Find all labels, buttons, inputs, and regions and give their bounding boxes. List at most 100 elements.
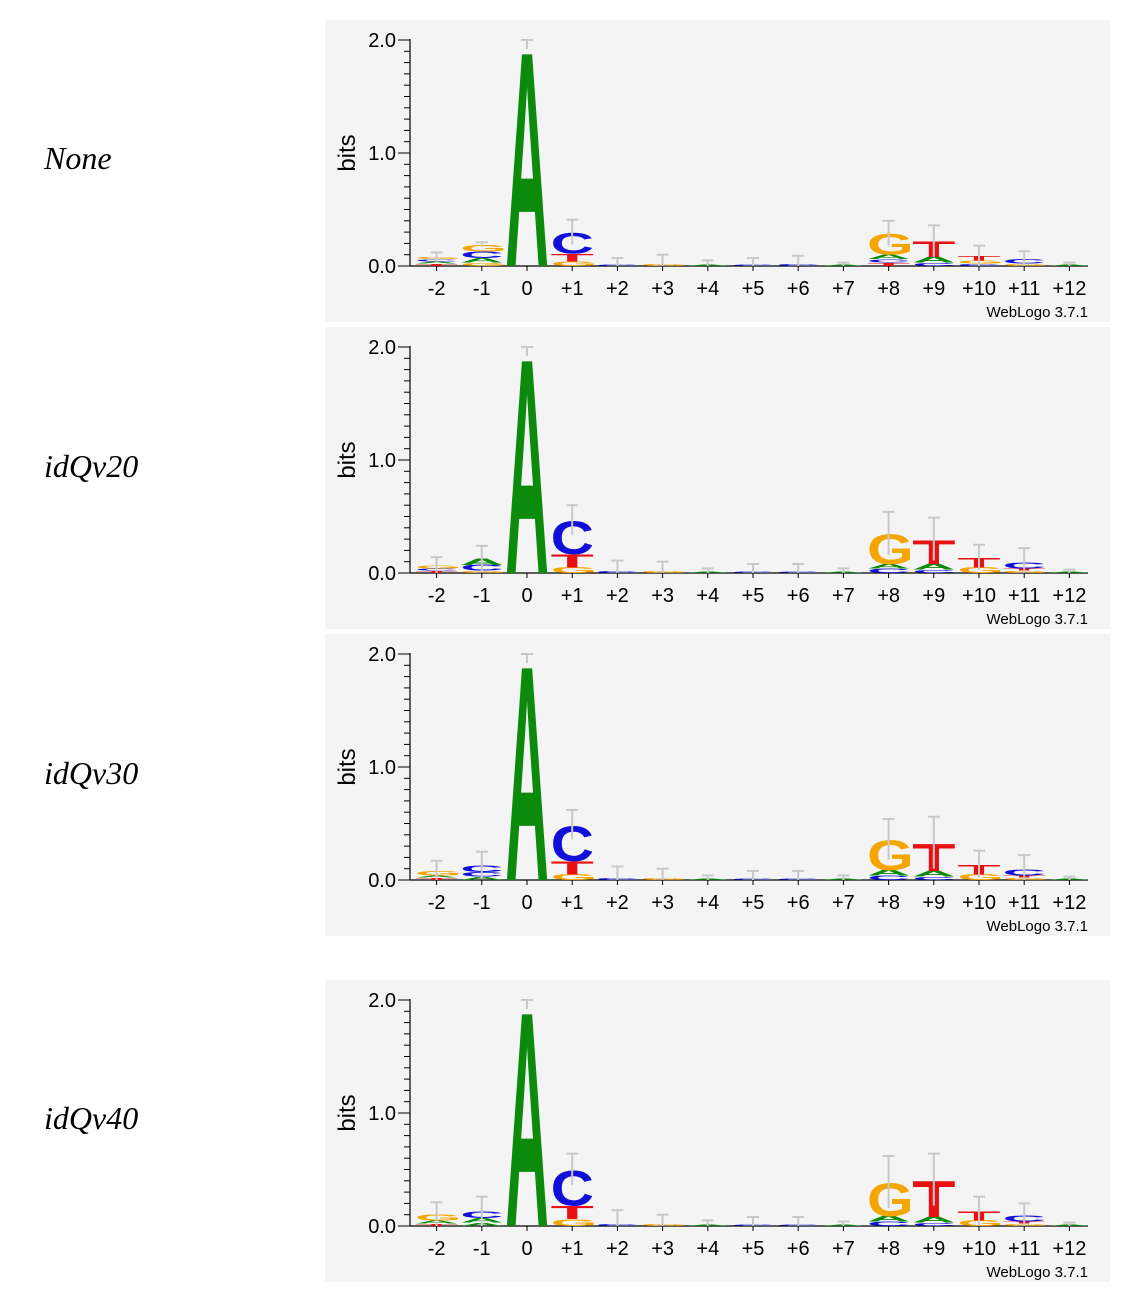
logo-letter-A: A: [505, 980, 548, 1282]
y-tick-label: 0.0: [368, 563, 396, 585]
logo-stack: GC: [1003, 258, 1050, 267]
logo-letter-G: G: [957, 566, 1004, 575]
logo-stack: GTC: [551, 227, 598, 267]
x-tick-label: -2: [428, 1238, 446, 1260]
x-tick-label: +1: [561, 585, 584, 607]
logo-stack: CGT: [957, 255, 1004, 267]
weblogo-credit: WebLogo 3.7.1: [987, 304, 1088, 321]
logo-letter-A: A: [867, 254, 910, 261]
logo-letter-G: G: [460, 570, 507, 573]
logo-letter-C: C: [867, 874, 910, 881]
weblogo-credit: WebLogo 3.7.1: [987, 611, 1088, 628]
x-tick-label: +9: [922, 892, 945, 914]
logo-letter-A: A: [505, 327, 548, 629]
logo-letter-G: G: [551, 873, 598, 882]
logo-stack: G: [641, 570, 688, 573]
logo-letter-G: G: [957, 1219, 1004, 1228]
logo-letter-C: C: [460, 250, 503, 261]
x-tick-label: -2: [428, 892, 446, 914]
x-tick-label: 0: [521, 892, 532, 914]
logo-letter-A: A: [867, 563, 910, 570]
x-tick-label: +3: [651, 1238, 674, 1260]
x-tick-label: +12: [1052, 585, 1086, 607]
logo-stack: A: [505, 20, 548, 322]
logo-letter-G: G: [415, 870, 462, 877]
row-label-idqv30: idQv30: [44, 755, 139, 791]
logo-stack: CAT: [912, 238, 955, 267]
x-tick-label: +9: [922, 278, 945, 300]
logo-letter-C: C: [867, 1220, 910, 1227]
logo-svg: 2.01.00.0bitsTACG-2GACG-1A0GTC+1C+2G+3A+…: [325, 20, 1110, 322]
logo-letter-G: G: [415, 564, 462, 569]
y-tick-label: 2.0: [368, 644, 396, 666]
x-tick-label: +4: [696, 892, 719, 914]
logo-panel-idqv40: 2.01.00.0bitsTAG-2AAC-1A0GTC+1C+2G+3A+4C…: [325, 980, 1110, 1282]
logo-letter-A: A: [415, 261, 458, 264]
logo-stack: A: [505, 327, 548, 629]
logo-stack: GTC: [1003, 869, 1050, 881]
x-tick-label: 0: [521, 1238, 532, 1260]
x-tick-label: +10: [962, 1238, 996, 1260]
x-tick-label: +4: [696, 278, 719, 300]
logo-stack: CAG: [867, 832, 914, 881]
logo-letter-G: G: [1003, 263, 1050, 266]
y-tick-label: 0.0: [368, 1216, 396, 1238]
logo-stack: GT: [957, 555, 1004, 575]
logo-letter-G: G: [551, 566, 598, 575]
logo-letter-G: G: [867, 228, 914, 261]
logo-stack: TACG: [415, 256, 462, 266]
weblogo-credit: WebLogo 3.7.1: [987, 1264, 1088, 1281]
logo-letter-C: C: [912, 569, 955, 574]
logo-stack: GTC: [551, 1160, 598, 1228]
y-axis-label: bits: [334, 441, 361, 478]
logo-panel-idqv20: 2.01.00.0bitsTCG-2GCA-1A0GTC+1C+2G+3A+4C…: [325, 327, 1110, 629]
x-tick-label: 0: [521, 585, 532, 607]
x-tick-label: +9: [922, 1238, 945, 1260]
logo-letter-T: T: [551, 252, 594, 264]
logo-letter-G: G: [1003, 877, 1050, 880]
logo-letter-A: A: [505, 634, 548, 936]
plot-background: [325, 20, 1110, 322]
plot-background: [325, 634, 1110, 936]
logo-stack: TAG: [415, 1213, 462, 1226]
logo-letter-T: T: [551, 857, 595, 878]
logo-letter-C: C: [912, 1222, 955, 1227]
x-tick-label: +7: [832, 892, 855, 914]
logo-svg: 2.01.00.0bitsTAG-2ACC-1A0GTC+1C+2G+3A+4C…: [325, 634, 1110, 936]
x-tick-label: +6: [787, 1238, 810, 1260]
logo-stack: GCA: [460, 557, 507, 574]
y-tick-label: 1.0: [368, 143, 396, 165]
y-axis-label: bits: [334, 748, 361, 785]
logo-letter-A: A: [912, 563, 955, 572]
logo-stack: GT: [957, 862, 1004, 882]
x-tick-label: +7: [832, 585, 855, 607]
logo-stack: TAG: [415, 870, 462, 881]
x-tick-label: +5: [742, 1238, 765, 1260]
logo-letter-G: G: [1003, 570, 1050, 573]
logo-letter-A: A: [912, 256, 955, 265]
x-tick-label: +3: [651, 585, 674, 607]
x-tick-label: +5: [742, 585, 765, 607]
y-tick-label: 2.0: [368, 990, 396, 1012]
logo-letter-A: A: [867, 1215, 910, 1224]
row-label-idqv40: idQv40: [44, 1100, 139, 1136]
logo-letter-G: G: [460, 243, 507, 254]
logo-panel-idqv30: 2.01.00.0bitsTAG-2ACC-1A0GTC+1C+2G+3A+4C…: [325, 634, 1110, 936]
x-tick-label: +4: [696, 1238, 719, 1260]
logo-letter-A: A: [460, 257, 503, 264]
logo-letter-G: G: [641, 877, 688, 880]
y-axis-label: bits: [334, 1094, 361, 1131]
logo-letter-G: G: [641, 263, 688, 266]
logo-stack: GTC: [551, 512, 598, 575]
logo-letter-T: T: [415, 263, 459, 267]
x-tick-label: +5: [742, 892, 765, 914]
logo-letter-G: G: [551, 1218, 598, 1229]
x-tick-label: +4: [696, 585, 719, 607]
logo-letter-G: G: [867, 832, 914, 879]
logo-letter-G: G: [460, 262, 507, 267]
logo-stack: GTC: [1003, 1215, 1050, 1227]
logo-stack: GTC: [1003, 562, 1050, 574]
logo-letter-G: G: [867, 526, 914, 573]
